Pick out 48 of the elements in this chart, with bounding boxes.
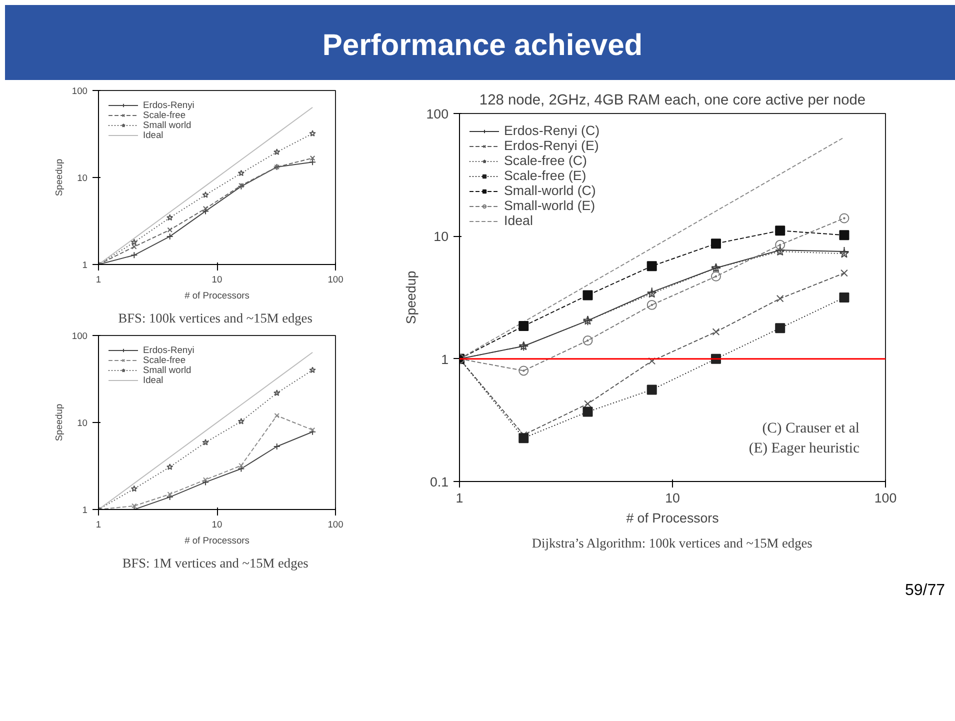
y-tick-label: 1 (82, 505, 88, 515)
text: BFS: 100k vertices and ~15M edges (118, 310, 312, 326)
annotation: (C) Crauser et al (762, 420, 860, 436)
y-axis-title: Speedup (54, 158, 64, 196)
text: Dijkstra’s Algorithm: 100k vertices and ~15M edges (532, 536, 812, 550)
y-tick-label: 100 (72, 331, 88, 341)
x-tick-label: 10 (212, 274, 222, 284)
legend-label: Small-world (C) (504, 183, 596, 198)
legend-label: Scale-free (143, 110, 186, 120)
y-tick-label: 10 (77, 418, 88, 428)
text: 59/77 (904, 581, 945, 601)
y-tick-label: 10 (77, 173, 88, 183)
legend-label: Small world (143, 120, 192, 130)
y-axis-title: Speedup (54, 404, 64, 442)
legend-label: Ideal (143, 130, 164, 140)
x-tick-label: 1 (96, 274, 102, 284)
y-tick-label: 1 (82, 260, 88, 270)
x-tick-label: 1 (96, 520, 102, 530)
chart-title: Performance achieved (322, 28, 643, 64)
y-tick-label: 0.1 (430, 474, 449, 490)
x-tick-label: 10 (212, 520, 222, 530)
legend-label: Erdos-Renyi (143, 345, 194, 355)
legend-label: Scale-free (C) (504, 153, 587, 168)
legend-label: Small world (143, 365, 192, 375)
annotation: (E) Eager heuristic (748, 440, 860, 456)
y-tick-label: 100 (72, 86, 88, 96)
legend-label: Small-world (E) (504, 198, 596, 213)
text: BFS: 1M vertices and ~15M edges (122, 556, 308, 570)
x-tick-label: 100 (328, 274, 344, 284)
legend-label: Erdos-Renyi (C) (504, 123, 600, 138)
x-tick-label: 10 (665, 490, 680, 506)
legend-label: Ideal (504, 213, 533, 228)
x-tick-label: 100 (874, 490, 897, 506)
x-tick-label: 100 (328, 520, 344, 530)
legend-label: Scale-free (E) (504, 168, 586, 183)
y-tick-label: 100 (426, 106, 449, 122)
x-tick-label: 1 (456, 490, 464, 506)
y-axis-title: Speedup (403, 270, 418, 324)
y-tick-label: 10 (434, 229, 449, 244)
legend-label: Erdos-Renyi (E) (504, 138, 599, 153)
x-axis-title: # of Processors (184, 536, 250, 546)
x-axis-title: # of Processors (184, 290, 250, 300)
y-tick-label: 1 (441, 352, 449, 367)
legend-label: Erdos-Renyi (143, 100, 194, 110)
legend-label: Ideal (143, 375, 164, 385)
legend-label: Scale-free (143, 355, 186, 365)
chart-subtitle: 128 node, 2GHz, 4GB RAM each, one core active per node (479, 92, 866, 108)
x-axis-title: # of Processors (626, 510, 720, 526)
